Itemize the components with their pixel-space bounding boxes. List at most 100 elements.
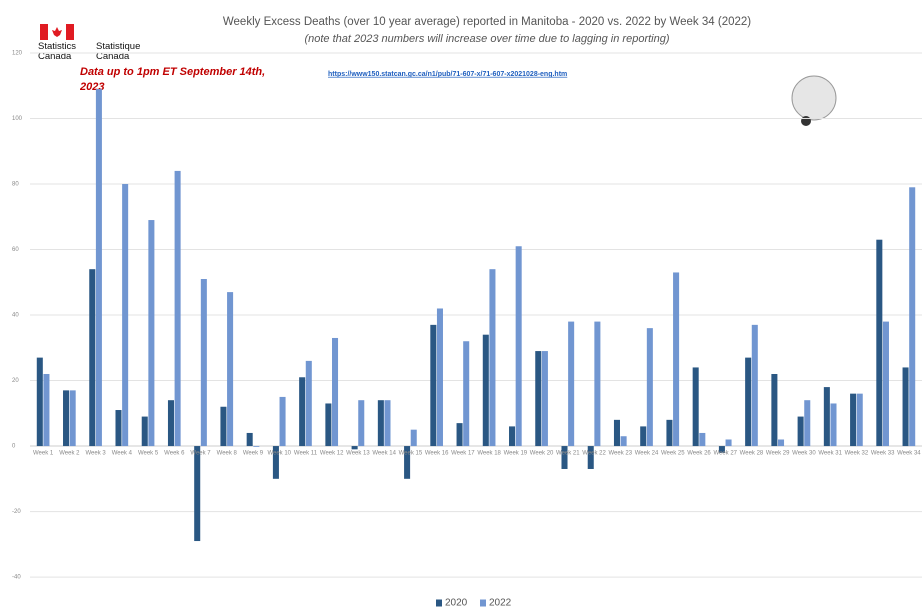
bar — [489, 269, 496, 447]
logo-en: Statistics Canada — [38, 42, 77, 62]
legend: 2020 2022 — [436, 598, 512, 609]
bar — [482, 334, 489, 447]
bar — [253, 446, 260, 447]
bar — [410, 429, 417, 447]
bar — [823, 387, 830, 447]
bar — [804, 400, 811, 447]
y-tick-label: 20 — [12, 378, 19, 384]
bar — [561, 446, 568, 469]
bar — [751, 324, 758, 447]
bar — [509, 426, 516, 447]
bar — [95, 89, 102, 447]
x-tick-label: Week 9 — [243, 451, 264, 457]
x-tick-label: Week 19 — [504, 451, 528, 457]
bar — [404, 446, 411, 479]
bar — [902, 367, 909, 447]
x-tick-label: Week 6 — [164, 451, 185, 457]
bar — [692, 367, 699, 447]
y-tick-label: 100 — [12, 116, 23, 122]
x-tick-label: Week 8 — [217, 451, 238, 457]
x-tick-label: Week 24 — [635, 451, 659, 457]
x-tick-label: Week 22 — [582, 451, 606, 457]
bar — [430, 324, 437, 447]
bar — [594, 321, 601, 447]
x-tick-label: Week 25 — [661, 451, 685, 457]
x-tick-label: Week 15 — [399, 451, 423, 457]
bar — [351, 446, 358, 450]
bar — [174, 170, 181, 447]
x-tick-label: Week 11 — [294, 451, 318, 457]
bar — [43, 373, 50, 447]
x-tick-label: Week 3 — [85, 451, 106, 457]
chart-title: Weekly Excess Deaths (over 10 year avera… — [223, 16, 751, 28]
bar — [882, 321, 889, 447]
y-tick-label: -40 — [12, 575, 21, 581]
source-link[interactable]: https://www150.statcan.gc.ca/n1/pub/71-6… — [328, 71, 567, 78]
legend-label: 2022 — [489, 598, 512, 609]
bar — [541, 351, 548, 447]
bar — [587, 446, 594, 469]
bar — [272, 446, 279, 479]
x-tick-label: Week 18 — [477, 451, 501, 457]
legend-swatch — [436, 599, 442, 607]
bar — [699, 432, 706, 447]
chart-subtitle: (note that 2023 numbers will increase ov… — [304, 33, 669, 45]
bar — [718, 446, 725, 453]
y-tick-label: 40 — [12, 313, 19, 319]
bar — [384, 400, 391, 447]
bar — [122, 184, 129, 447]
bar — [194, 446, 201, 542]
x-tick-label: Week 26 — [687, 451, 711, 457]
y-tick-label: 0 — [12, 444, 16, 450]
bar — [745, 357, 752, 447]
bar — [325, 403, 332, 447]
bar — [89, 269, 96, 447]
logo-fr-box: Statistique Canada — [96, 42, 141, 62]
flag-logo — [40, 24, 74, 40]
x-tick-label: Week 31 — [818, 451, 842, 457]
bar — [666, 419, 673, 447]
bar — [436, 308, 443, 447]
bar — [515, 246, 522, 447]
bar — [456, 423, 463, 447]
bar — [227, 292, 234, 447]
bar — [613, 419, 620, 447]
bar — [568, 321, 575, 447]
x-tick-label: Week 23 — [609, 451, 633, 457]
bar — [200, 279, 207, 447]
bar — [167, 400, 174, 447]
y-tick-label: -20 — [12, 509, 21, 515]
bar — [797, 416, 804, 447]
bar — [63, 390, 70, 447]
bar — [830, 403, 837, 447]
y-tick-label: 80 — [12, 182, 19, 188]
x-tick-label: Week 30 — [792, 451, 816, 457]
logo-en-box: Statistics Canada — [38, 42, 77, 62]
bar — [856, 393, 863, 447]
bar — [332, 337, 339, 447]
bar — [673, 272, 680, 447]
bar — [246, 432, 253, 447]
bar — [141, 416, 148, 447]
bar — [876, 239, 883, 447]
bar — [115, 410, 122, 447]
x-tick-label: Week 33 — [871, 451, 895, 457]
bar — [778, 439, 785, 447]
bar — [299, 377, 306, 447]
x-tick-label: Week 1 — [33, 451, 54, 457]
x-tick-label: Week 5 — [138, 451, 159, 457]
annotation-box: Data up to 1pm ET September 14th, 2023 — [80, 66, 265, 93]
bar — [36, 357, 43, 447]
bar — [640, 426, 647, 447]
x-tick-label: Week 2 — [59, 451, 80, 457]
legend-swatch — [480, 599, 486, 607]
legend-label: 2020 — [445, 598, 468, 609]
bar — [535, 351, 542, 447]
x-tick-label: Week 21 — [556, 451, 580, 457]
logo-fr: Statistique Canada — [96, 42, 141, 62]
bar — [725, 439, 732, 447]
x-tick-label: Week 16 — [425, 451, 449, 457]
bar — [279, 396, 286, 447]
x-tick-label: Week 10 — [267, 451, 291, 457]
